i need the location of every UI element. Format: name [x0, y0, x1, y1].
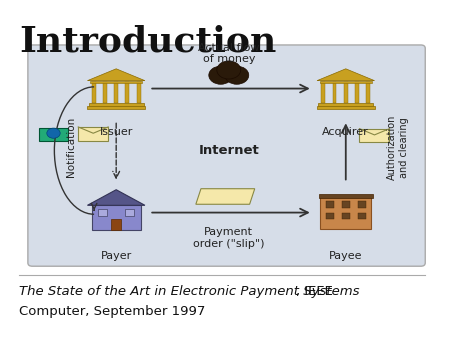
FancyBboxPatch shape — [89, 103, 144, 106]
FancyBboxPatch shape — [326, 213, 334, 219]
FancyBboxPatch shape — [28, 45, 425, 266]
Polygon shape — [196, 189, 255, 204]
FancyBboxPatch shape — [87, 106, 145, 109]
Circle shape — [217, 61, 241, 79]
Circle shape — [225, 66, 249, 84]
FancyBboxPatch shape — [358, 201, 366, 208]
Circle shape — [47, 128, 60, 138]
Text: Notification: Notification — [66, 117, 76, 177]
FancyBboxPatch shape — [126, 82, 129, 103]
FancyBboxPatch shape — [319, 194, 373, 198]
FancyBboxPatch shape — [92, 82, 96, 103]
FancyBboxPatch shape — [114, 82, 118, 103]
FancyBboxPatch shape — [103, 82, 107, 103]
Polygon shape — [87, 69, 145, 81]
FancyBboxPatch shape — [99, 209, 107, 216]
FancyBboxPatch shape — [319, 103, 373, 106]
FancyBboxPatch shape — [321, 82, 325, 103]
FancyBboxPatch shape — [342, 201, 350, 208]
FancyBboxPatch shape — [358, 213, 366, 219]
FancyBboxPatch shape — [320, 81, 372, 83]
FancyBboxPatch shape — [91, 205, 141, 230]
FancyBboxPatch shape — [355, 82, 359, 103]
FancyBboxPatch shape — [320, 197, 371, 229]
Text: Authorization
and clearing: Authorization and clearing — [387, 115, 409, 180]
FancyBboxPatch shape — [360, 129, 390, 142]
Text: Payee: Payee — [329, 251, 363, 261]
Text: Actual flow
of money: Actual flow of money — [198, 43, 260, 64]
FancyBboxPatch shape — [344, 82, 348, 103]
Text: Introduction: Introduction — [19, 25, 276, 59]
Text: Acquirer: Acquirer — [322, 127, 369, 137]
Text: , IEEE: , IEEE — [297, 285, 333, 298]
Text: Payment
order ("slip"): Payment order ("slip") — [193, 227, 265, 248]
FancyBboxPatch shape — [90, 81, 142, 83]
Polygon shape — [87, 190, 145, 205]
Polygon shape — [317, 69, 374, 81]
FancyBboxPatch shape — [326, 201, 334, 208]
FancyBboxPatch shape — [125, 209, 134, 216]
Text: The State of the Art in Electronic Payment Systems: The State of the Art in Electronic Payme… — [19, 285, 360, 298]
FancyBboxPatch shape — [317, 106, 374, 109]
FancyBboxPatch shape — [366, 82, 370, 103]
Text: Computer, September 1997: Computer, September 1997 — [19, 305, 205, 318]
Text: Internet: Internet — [198, 144, 259, 157]
Circle shape — [209, 66, 233, 84]
Text: Issuer: Issuer — [99, 127, 133, 137]
FancyBboxPatch shape — [333, 82, 337, 103]
FancyBboxPatch shape — [137, 82, 140, 103]
Text: Payer: Payer — [100, 251, 132, 261]
FancyBboxPatch shape — [111, 219, 121, 230]
FancyBboxPatch shape — [39, 128, 68, 141]
FancyBboxPatch shape — [78, 127, 108, 141]
FancyBboxPatch shape — [342, 213, 350, 219]
